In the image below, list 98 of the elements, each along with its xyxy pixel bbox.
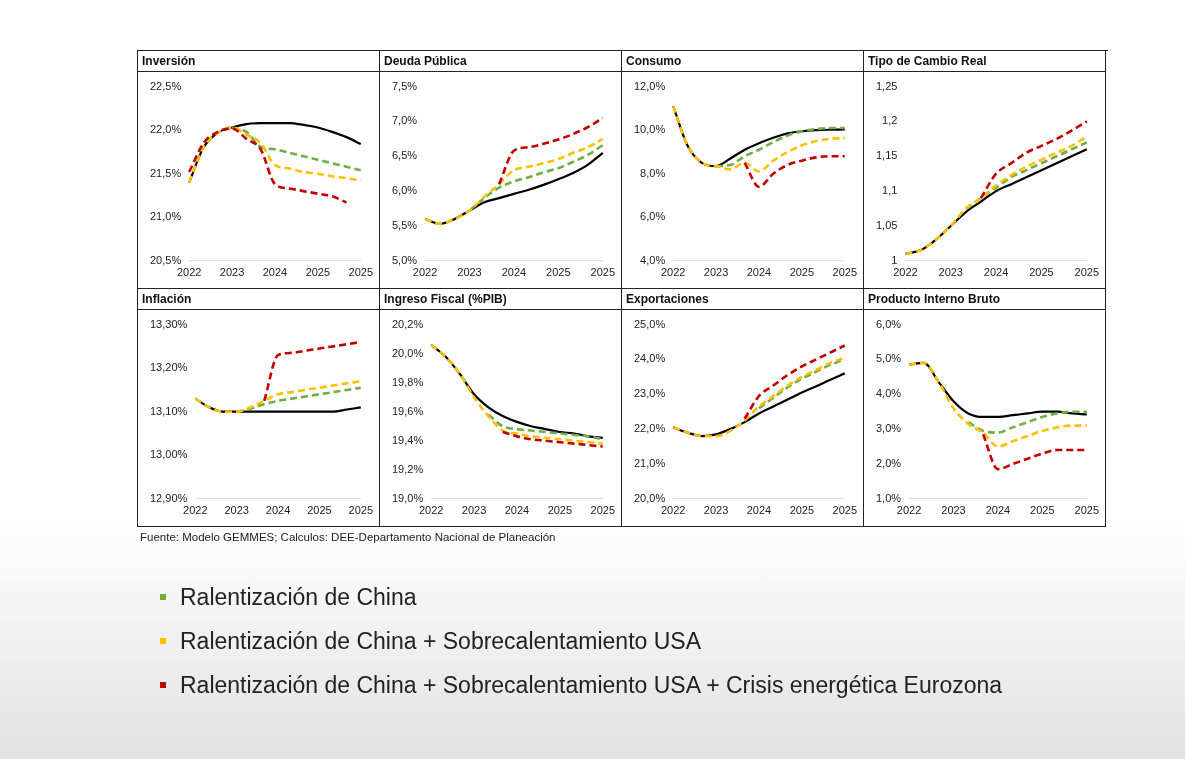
x-tick-label: 2025 [789,504,815,517]
y-tick-label: 4,0% [640,253,666,266]
x-tick-label: 2025 [1030,504,1055,517]
y-tick-label: 20,0% [633,491,666,504]
y-tick-label: 1,2 [882,114,898,127]
y-tick-label: 8,0% [640,166,666,179]
x-tick-label: 2024 [746,266,772,279]
y-tick-label: 24,0% [633,352,666,365]
y-tick-label: 1,25 [875,79,898,92]
chart-title: Inflación [138,289,379,310]
y-tick-label: 21,0% [633,456,666,469]
x-tick-label: 2025 [547,504,573,517]
y-tick-label: 13,10% [150,404,188,417]
chart-title: Ingreso Fiscal (%PIB) [380,289,621,310]
y-tick-label: 13,30% [150,317,188,330]
x-tick-label: 2022 [176,266,202,279]
y-tick-label: 1,15 [875,149,898,162]
y-tick-label: 13,00% [150,448,188,461]
x-tick-label: 2023 [938,266,963,279]
x-tick-label: 2024 [262,266,288,279]
x-tick-label: 2025 [546,266,571,279]
y-tick-label: 6,5% [391,149,418,162]
y-tick-label: 1,0% [875,491,902,504]
y-tick-label: 20,2% [391,317,424,330]
x-tick-label: 2023 [703,266,729,279]
legend-label: Ralentización de China + Sobrecalentamiento USA [180,627,702,655]
y-tick-label: 22,0% [149,123,182,136]
y-tick-label: 1,05 [875,218,898,231]
y-tick-label: 7,0% [391,114,418,127]
x-tick-label: 2025 [590,266,616,279]
x-tick-label: 2025 [305,266,331,279]
y-tick-label: 10,0% [633,123,666,136]
y-tick-label: 19,0% [391,491,424,504]
legend-label: Ralentización de China [180,583,417,611]
x-tick-label: 2025 [789,266,815,279]
chart-title: Consumo [622,51,863,72]
x-tick-label: 2024 [265,504,291,517]
y-tick-label: 12,0% [633,79,666,92]
y-tick-label: 19,4% [391,433,424,446]
x-tick-label: 2025 [590,504,616,517]
x-tick-label: 2023 [703,504,729,517]
y-tick-label: 21,5% [149,166,182,179]
x-tick-label: 2025 [307,504,332,517]
x-tick-label: 2025 [832,504,858,517]
y-tick-label: 2,0% [875,456,902,469]
y-tick-label: 19,2% [391,462,424,475]
x-tick-label: 2025 [1029,266,1054,279]
y-tick-label: 12,90% [150,491,188,504]
x-tick-label: 2025 [832,266,858,279]
x-tick-label: 2024 [985,504,1011,517]
y-tick-label: 22,0% [633,422,666,435]
y-tick-label: 21,0% [149,210,182,223]
x-tick-label: 2023 [461,504,487,517]
y-tick-label: 22,5% [149,79,182,92]
x-tick-label: 2025 [348,504,374,517]
y-tick-label: 1 [891,253,898,266]
y-tick-label: 3,0% [875,422,902,435]
y-tick-label: 5,5% [391,218,418,231]
y-tick-label: 25,0% [633,317,666,330]
x-tick-label: 2022 [418,504,444,517]
x-tick-label: 2025 [1074,266,1100,279]
chart-title: Producto Interno Bruto [864,289,1105,310]
x-tick-label: 2022 [896,504,922,517]
y-tick-label: 6,0% [391,184,418,197]
y-tick-label: 20,0% [391,346,424,359]
x-tick-label: 2023 [941,504,966,517]
source-note: Fuente: Modelo GEMMES; Calculos: DEE-Departamento Nacional de Planeación [140,531,556,543]
x-tick-label: 2022 [660,504,686,517]
x-tick-label: 2023 [219,266,245,279]
y-tick-label: 19,8% [391,375,424,388]
y-tick-label: 19,6% [391,404,424,417]
x-tick-label: 2024 [983,266,1009,279]
chart-title: Deuda Pública [380,51,621,72]
y-tick-label: 6,0% [875,317,902,330]
y-tick-label: 4,0% [875,387,902,400]
x-tick-label: 2022 [412,266,438,279]
x-tick-label: 2023 [457,266,482,279]
y-tick-label: 6,0% [640,210,666,223]
x-tick-label: 2024 [746,504,772,517]
y-tick-label: 1,1 [882,184,898,197]
y-tick-label: 7,5% [391,79,418,92]
y-tick-label: 23,0% [633,387,666,400]
x-tick-label: 2022 [893,266,918,279]
chart-title: Exportaciones [622,289,863,310]
y-tick-label: 5,0% [391,253,418,266]
y-tick-label: 5,0% [875,352,902,365]
x-tick-label: 2024 [504,504,530,517]
x-tick-label: 2022 [183,504,208,517]
y-tick-label: 20,5% [149,253,182,266]
x-tick-label: 2023 [224,504,249,517]
chart-title: Tipo de Cambio Real [864,51,1105,72]
x-tick-label: 2025 [1074,504,1100,517]
legend-label: Ralentización de China + Sobrecalentamiento USA + Crisis energética Eurozona [180,671,1003,699]
y-tick-label: 13,20% [150,361,188,374]
x-tick-label: 2022 [660,266,686,279]
chart-title: Inversión [138,51,379,72]
x-tick-label: 2025 [348,266,374,279]
x-tick-label: 2024 [501,266,527,279]
